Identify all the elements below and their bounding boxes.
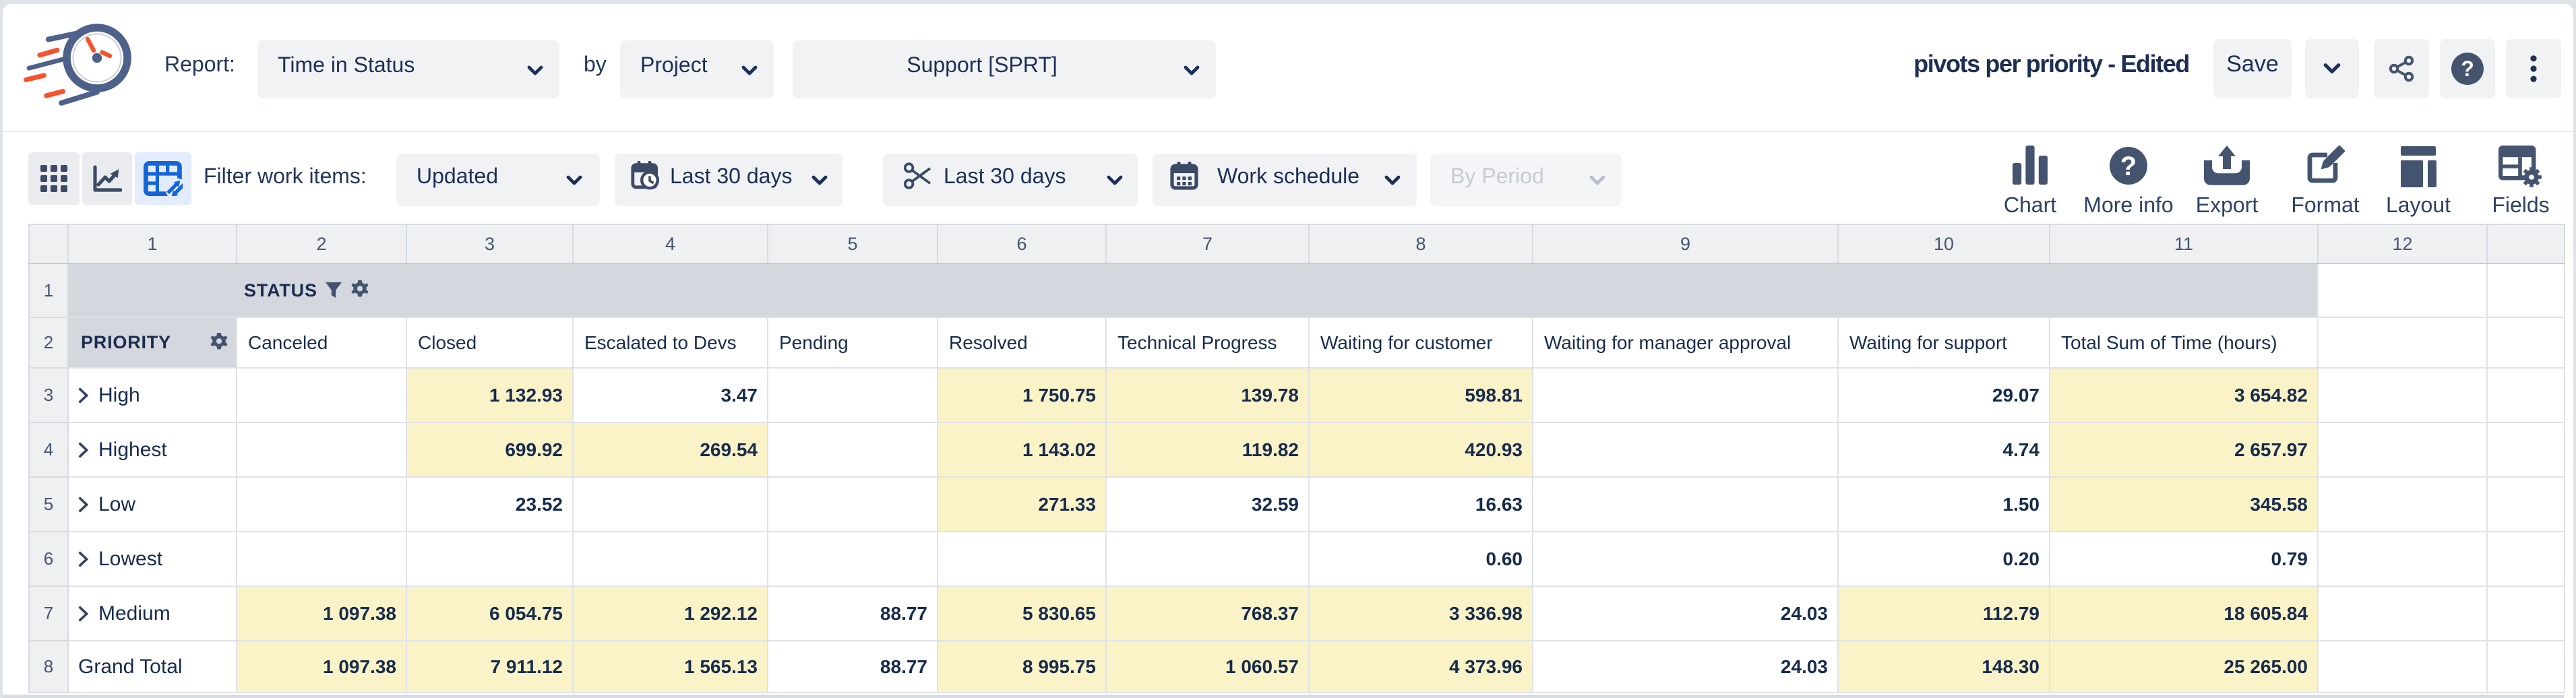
svg-text:?: ? [2120,152,2137,181]
svg-text:?: ? [2461,57,2474,81]
